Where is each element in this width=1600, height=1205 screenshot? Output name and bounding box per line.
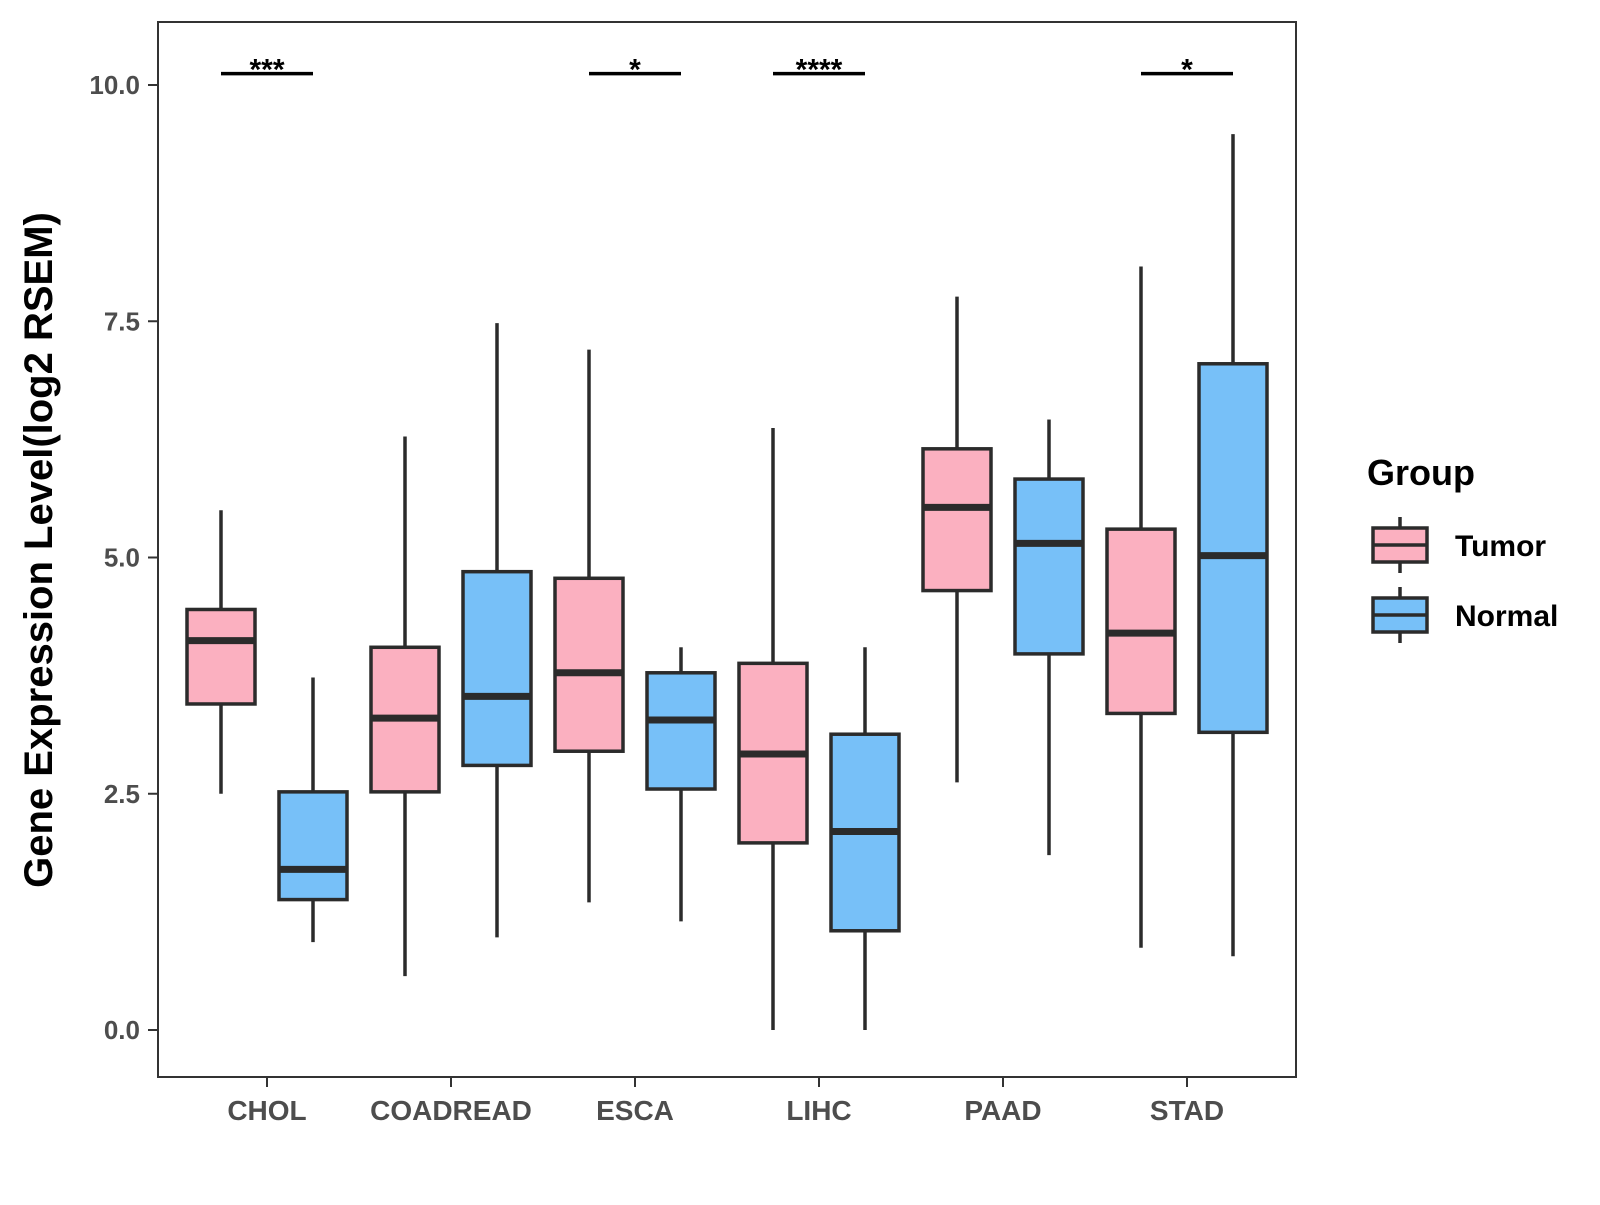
box-tumor-stad — [1105, 266, 1177, 948]
legend-item-tumor: Tumor — [1371, 517, 1546, 573]
legend-title: Group — [1367, 452, 1475, 493]
y-tick-label: 0.0 — [104, 1015, 140, 1045]
legend: Group Tumor Normal — [1367, 452, 1558, 643]
axis-layer: 0.0 2.5 5.0 7.5 10.0 CHOL COADREAD ESCA LIHC PAAD… — [17, 21, 1297, 1126]
box-iqr — [1105, 527, 1177, 716]
box-tumor-lihc — [737, 428, 809, 1030]
y-tick-label: 2.5 — [104, 779, 140, 809]
x-tick-label-chol: CHOL — [227, 1095, 306, 1126]
box-iqr — [553, 576, 625, 753]
box-iqr — [1013, 477, 1085, 656]
x-tick-label-paad: PAAD — [964, 1095, 1041, 1126]
y-axis-title: Gene Expression Level(log2 RSEM) — [17, 212, 61, 888]
significance-label-lihc: **** — [796, 54, 843, 87]
box-tumor-paad — [921, 296, 993, 783]
box-tumor-chol — [185, 510, 257, 794]
box-tumor-coadread — [369, 436, 441, 977]
x-tick-label-stad: STAD — [1150, 1095, 1224, 1126]
legend-label-tumor: Tumor — [1455, 530, 1546, 563]
significance-label-esca: * — [629, 54, 641, 87]
box-iqr — [461, 569, 533, 768]
box-tumor-esca — [553, 349, 625, 903]
box-iqr — [921, 447, 993, 593]
significance-label-stad: * — [1181, 54, 1193, 87]
x-tick-label-lihc: LIHC — [786, 1095, 851, 1126]
plot-layer: *** * **** * — [185, 54, 1269, 1030]
box-normal-coadread — [461, 323, 533, 938]
box-iqr — [185, 607, 257, 706]
box-iqr — [645, 671, 717, 791]
x-tick-label-coadread: COADREAD — [370, 1095, 532, 1126]
box-iqr — [277, 790, 349, 902]
legend-label-normal: Normal — [1455, 600, 1558, 633]
y-tick-label: 10.0 — [89, 70, 140, 100]
box-iqr — [1197, 362, 1269, 735]
significance-label-chol: *** — [249, 54, 284, 87]
legend-item-normal: Normal — [1371, 587, 1558, 643]
box-normal-stad — [1197, 134, 1269, 957]
box-normal-chol — [277, 677, 349, 943]
x-tick-label-esca: ESCA — [596, 1095, 674, 1126]
y-tick-label: 7.5 — [104, 306, 140, 336]
box-normal-lihc — [829, 647, 901, 1030]
box-normal-paad — [1013, 419, 1085, 856]
box-normal-esca — [645, 647, 717, 922]
y-tick-label: 5.0 — [104, 543, 140, 573]
plot-panel-border — [157, 21, 1297, 1078]
